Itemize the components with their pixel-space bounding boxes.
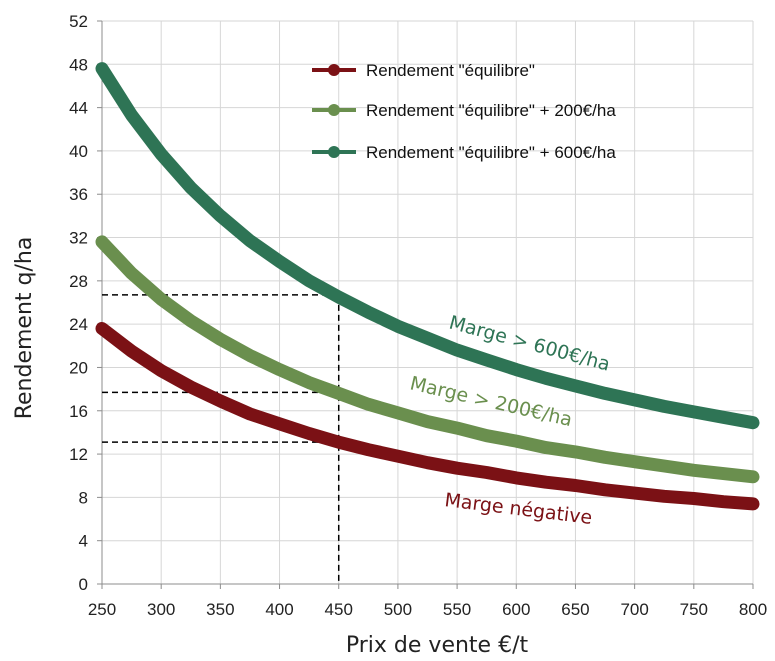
legend-label-plus-200: Rendement "équilibre" + 200€/ha [366,101,616,120]
x-tick-label: 750 [680,600,708,619]
legend-marker-plus-600 [328,146,340,158]
x-tick-label: 300 [147,600,175,619]
x-axis-title: Prix de vente €/t [346,633,529,658]
y-tick-label: 44 [69,99,88,118]
series-line-plus-600 [95,62,760,430]
legend-item-plus-200: Rendement "équilibre" + 200€/ha [312,101,616,120]
x-tick-label: 600 [502,600,530,619]
x-tick-label: 500 [384,600,412,619]
y-axis-title: Rendement q/ha [12,237,37,420]
legend-label-equilibre: Rendement "équilibre" [366,61,535,80]
y-tick-label: 4 [79,532,88,551]
x-tick-label: 550 [443,600,471,619]
y-tick-label: 48 [69,55,88,74]
legend: Rendement "équilibre" Rendement "équilib… [312,61,616,162]
x-tick-label: 400 [265,600,293,619]
series-line-plus-200 [95,235,760,484]
y-tick-label: 32 [69,229,88,248]
x-tick-label: 350 [206,600,234,619]
legend-marker-equilibre [328,64,340,76]
x-tick-label: 650 [561,600,589,619]
legend-item-equilibre: Rendement "équilibre" [312,61,535,80]
annotation-marge-negative: Marge négative [443,489,593,529]
y-tick-label: 0 [79,575,88,594]
y-tick-label: 52 [69,12,88,31]
y-tick-label: 40 [69,142,88,161]
x-tick-label: 700 [620,600,648,619]
x-tick-label: 450 [325,600,353,619]
y-tick-label: 16 [69,402,88,421]
legend-marker-plus-200 [328,104,340,116]
series-line-equilibre [95,322,760,511]
x-tick-label: 800 [739,600,767,619]
series-lines [95,62,760,511]
y-tick-label: 36 [69,185,88,204]
annotation-marge-600: Marge > 600€/ha [447,312,613,376]
y-tick-label: 24 [69,315,88,334]
y-tick-label: 12 [69,445,88,464]
legend-label-plus-600: Rendement "équilibre" + 600€/ha [366,143,616,162]
x-tick-label: 250 [88,600,116,619]
y-tick-label: 8 [79,488,88,507]
legend-item-plus-600: Rendement "équilibre" + 600€/ha [312,143,616,162]
y-tick-label: 20 [69,358,88,377]
y-tick-label: 28 [69,272,88,291]
